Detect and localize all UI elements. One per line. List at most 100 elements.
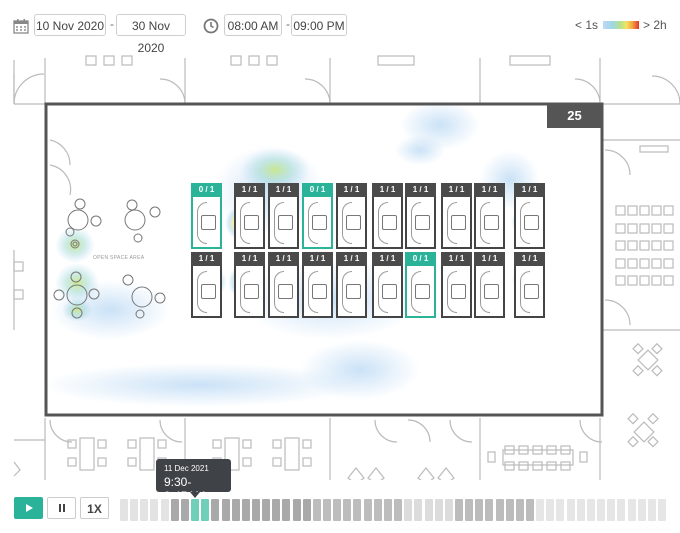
timeline-segment[interactable] (404, 499, 412, 521)
chair (484, 215, 499, 230)
date-to-field[interactable]: 30 Nov 2020 (116, 14, 186, 55)
desk-outline (302, 266, 333, 318)
timeline-segment[interactable] (353, 499, 361, 521)
desk[interactable]: 1 / 1 (268, 252, 299, 318)
timeline-segment[interactable] (282, 499, 290, 521)
timeline-segment[interactable] (587, 499, 595, 521)
desk[interactable]: 1 / 1 (441, 183, 472, 249)
play-button[interactable] (14, 497, 43, 519)
desk[interactable]: 1 / 1 (234, 252, 265, 318)
timeline-segment[interactable] (638, 499, 646, 521)
desk[interactable]: 1 / 1 (336, 252, 367, 318)
timeline-segment[interactable] (242, 499, 250, 521)
timeline-segment[interactable] (435, 499, 443, 521)
desk[interactable]: 1 / 1 (474, 252, 505, 318)
timeline-segment[interactable] (161, 499, 169, 521)
timeline-segment[interactable] (181, 499, 189, 521)
desk[interactable]: 1 / 1 (372, 183, 403, 249)
timeline-segment[interactable] (394, 499, 402, 521)
timeline-segment[interactable] (140, 499, 148, 521)
desk[interactable]: 0 / 1 (405, 252, 436, 318)
timeline-segment[interactable] (252, 499, 260, 521)
timeline-segment[interactable] (465, 499, 473, 521)
desk[interactable]: 1 / 1 (336, 183, 367, 249)
timeline-segment[interactable] (516, 499, 524, 521)
desk[interactable]: 0 / 1 (302, 183, 333, 249)
timeline-segment[interactable] (272, 499, 280, 521)
desk[interactable]: 1 / 1 (441, 252, 472, 318)
timeline-segment[interactable] (364, 499, 372, 521)
desk-outline (474, 197, 505, 249)
desk[interactable]: 1 / 1 (474, 183, 505, 249)
desk-occupancy-label: 0 / 1 (302, 183, 333, 197)
chair (451, 215, 466, 230)
timeline-segment[interactable] (201, 499, 209, 521)
timeline-segment[interactable] (607, 499, 615, 521)
timeline-segment[interactable] (648, 499, 656, 521)
timeline-segment[interactable] (546, 499, 554, 521)
timeline-scrubber[interactable] (120, 499, 668, 521)
desk[interactable]: 0 / 1 (191, 183, 222, 249)
timeline-segment[interactable] (191, 499, 199, 521)
timeline-segment[interactable] (303, 499, 311, 521)
desk-outline (372, 266, 403, 318)
calendar-icon[interactable] (13, 18, 29, 34)
time-to-field[interactable]: 09:00 PM (291, 14, 347, 36)
timeline-segment[interactable] (262, 499, 270, 521)
clock-icon[interactable] (203, 18, 219, 34)
timeline-segment[interactable] (293, 499, 301, 521)
tooltip-pointer (190, 492, 200, 498)
timeline-segment[interactable] (658, 499, 666, 521)
desk[interactable]: 1 / 1 (405, 183, 436, 249)
timeline-segment[interactable] (597, 499, 605, 521)
timeline-segment[interactable] (333, 499, 341, 521)
timeline-segment[interactable] (526, 499, 534, 521)
desk-outline (514, 266, 545, 318)
timeline-segment[interactable] (485, 499, 493, 521)
timeline-segment[interactable] (211, 499, 219, 521)
timeline-segment[interactable] (232, 499, 240, 521)
desk[interactable]: 1 / 1 (302, 252, 333, 318)
timeline-segment[interactable] (475, 499, 483, 521)
speed-button[interactable]: 1X (80, 497, 109, 519)
desk[interactable]: 1 / 1 (234, 183, 265, 249)
desk-occupancy-label: 1 / 1 (336, 252, 367, 266)
timeline-segment[interactable] (222, 499, 230, 521)
timeline-segment[interactable] (323, 499, 331, 521)
timeline-segment[interactable] (120, 499, 128, 521)
chair (244, 215, 259, 230)
chair (278, 215, 293, 230)
desk[interactable]: 1 / 1 (191, 252, 222, 318)
timeline-segment[interactable] (445, 499, 453, 521)
timeline-segment[interactable] (313, 499, 321, 521)
timeline-segment[interactable] (556, 499, 564, 521)
time-from-field[interactable]: 08:00 AM (224, 14, 282, 36)
timeline-segment[interactable] (567, 499, 575, 521)
timeline-segment[interactable] (384, 499, 392, 521)
timeline-segment[interactable] (536, 499, 544, 521)
desk-outline (302, 197, 333, 249)
pause-button[interactable] (47, 497, 76, 519)
timeline-segment[interactable] (425, 499, 433, 521)
timeline-segment[interactable] (130, 499, 138, 521)
desk[interactable]: 1 / 1 (268, 183, 299, 249)
desk[interactable]: 1 / 1 (514, 183, 545, 249)
timeline-segment[interactable] (506, 499, 514, 521)
desk-outline (191, 266, 222, 318)
timeline-segment[interactable] (496, 499, 504, 521)
pause-icon (58, 504, 65, 512)
timeline-segment[interactable] (628, 499, 636, 521)
timeline-segment[interactable] (343, 499, 351, 521)
date-from-field[interactable]: 10 Nov 2020 (34, 14, 106, 36)
timeline-segment[interactable] (455, 499, 463, 521)
desk[interactable]: 1 / 1 (372, 252, 403, 318)
timeline-segment[interactable] (150, 499, 158, 521)
timeline-segment[interactable] (374, 499, 382, 521)
heatmap-legend-gradient (603, 21, 639, 29)
timeline-segment[interactable] (414, 499, 422, 521)
desk[interactable]: 1 / 1 (514, 252, 545, 318)
desk-occupancy-label: 1 / 1 (336, 183, 367, 197)
timeline-segment[interactable] (577, 499, 585, 521)
timeline-segment[interactable] (617, 499, 625, 521)
timeline-segment[interactable] (171, 499, 179, 521)
